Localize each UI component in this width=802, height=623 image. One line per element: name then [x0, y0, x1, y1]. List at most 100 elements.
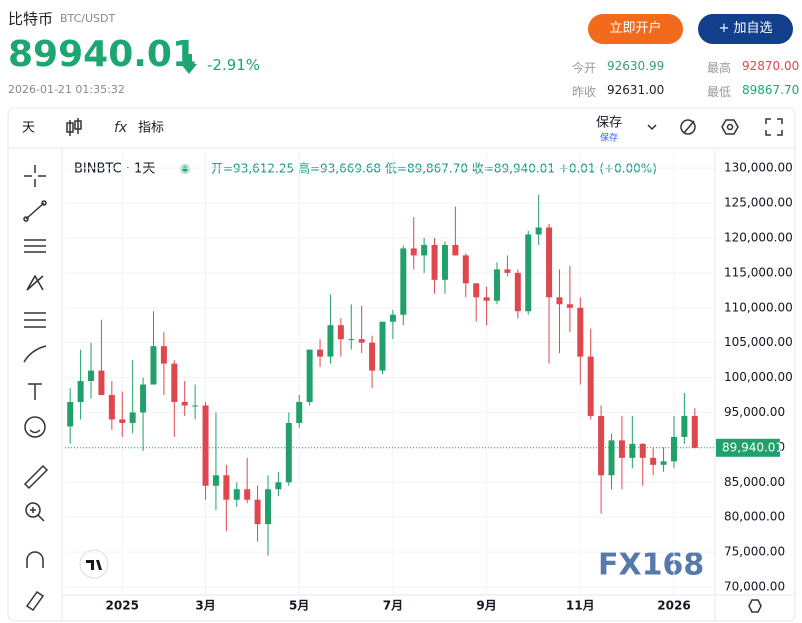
candle-body — [514, 272, 521, 312]
y-tick-label: 85,000.00 — [724, 475, 785, 489]
indicators[interactable]: 指标 — [138, 121, 164, 136]
y-tick-label: 80,000.00 — [724, 510, 785, 524]
status-dot — [182, 166, 188, 172]
candle-body — [379, 321, 386, 371]
last-price-label: 89,940.01 — [722, 440, 783, 454]
title: 比特币 — [8, 10, 54, 28]
candle-body — [98, 370, 105, 396]
add-watch[interactable]: + 加自选 — [698, 14, 793, 44]
stat-label: 今开 — [572, 61, 597, 75]
stat-label: 昨收 — [572, 85, 597, 99]
x-tick-label: 7月 — [383, 599, 403, 613]
candle-body — [150, 346, 157, 385]
candle-body — [233, 489, 240, 500]
candle-body — [160, 346, 167, 364]
candle-body — [119, 419, 126, 423]
candle-body — [577, 307, 584, 357]
candle-body — [400, 248, 407, 315]
candle-body — [285, 422, 292, 483]
y-tick-label: 75,000.00 — [724, 545, 785, 559]
candle-body — [431, 244, 438, 280]
candle-body — [244, 489, 251, 500]
candle-body — [691, 415, 698, 448]
settings-dot — [726, 123, 734, 131]
y-tick-label: 115,000.00 — [724, 265, 793, 279]
x-tick-label: 9月 — [476, 599, 496, 613]
candle-body — [264, 489, 271, 525]
candle-body — [202, 405, 209, 486]
x-tick-label: 2026 — [657, 599, 690, 613]
candle-body — [504, 269, 511, 273]
pair: BTC/USDT — [60, 12, 116, 25]
x-tick-label: 11月 — [566, 599, 595, 613]
candle-body — [670, 436, 677, 462]
x-tick-label: 3月 — [195, 599, 215, 613]
candle-body — [337, 325, 344, 340]
candle-icon[interactable] — [66, 118, 82, 136]
axis-settings[interactable] — [748, 599, 762, 613]
candle-body — [483, 297, 490, 301]
candle-body — [598, 415, 605, 476]
y-tick-label: 120,000.00 — [724, 230, 793, 244]
candle-body — [618, 440, 625, 458]
fullscreen-icon[interactable] — [765, 118, 783, 136]
candle-body — [629, 443, 636, 458]
stat-value: 92631.00 — [607, 83, 665, 97]
settings-icon[interactable] — [721, 119, 739, 135]
candle-body — [441, 244, 448, 280]
candle-body — [369, 342, 376, 371]
price: 89940.01 — [8, 34, 198, 75]
y-tick-label: 105,000.00 — [724, 335, 793, 349]
chart-panel — [7, 107, 796, 622]
candle-body — [77, 381, 84, 402]
save-sub: 保存 — [600, 132, 618, 144]
open-account[interactable]: 立即开户 — [588, 14, 683, 44]
candle-body — [140, 384, 147, 413]
candle-body — [327, 325, 334, 357]
watermark: FX168 — [598, 548, 704, 583]
save-menu[interactable] — [647, 124, 657, 131]
stat-value: 92630.99 — [607, 59, 665, 73]
datetime: 2026-01-21 01:35:32 — [8, 83, 125, 96]
interval[interactable]: 天 — [22, 121, 35, 136]
candle-body — [212, 475, 219, 486]
candle-body — [566, 304, 573, 308]
candle-body — [681, 415, 688, 437]
drawing-tools[interactable] — [23, 165, 49, 612]
candle-body — [171, 363, 178, 402]
last-price-box — [716, 438, 780, 457]
y-tick-label: 100,000.00 — [724, 370, 793, 384]
stat-label: 最高 — [707, 61, 732, 75]
candle-body — [462, 255, 469, 284]
candle-body — [556, 297, 563, 305]
candle-body — [108, 395, 115, 420]
candle-body — [181, 401, 188, 406]
candle-body — [192, 405, 199, 407]
candle-body — [421, 244, 428, 256]
candle-body — [410, 248, 417, 256]
candle-body — [494, 269, 501, 301]
candle-body — [67, 401, 74, 427]
candle-body — [296, 401, 303, 423]
candle-body — [650, 457, 657, 465]
candle-body — [254, 499, 261, 525]
y-tick-label: 125,000.00 — [724, 196, 793, 210]
fx-icon[interactable]: fx — [114, 120, 128, 136]
snapshot-icon[interactable] — [680, 119, 696, 135]
y-tick-label: 70,000.00 — [724, 579, 785, 593]
stat-value: 89867.70 — [742, 83, 800, 97]
candle-body — [275, 482, 282, 490]
x-tick-label: 5月 — [289, 599, 309, 613]
stat-label: 最低 — [707, 85, 732, 99]
candle-body — [660, 461, 667, 465]
save[interactable]: 保存 — [596, 116, 622, 131]
candle-body — [306, 349, 313, 402]
stat-value: 92870.00 — [742, 59, 800, 73]
x-tick-label: 2025 — [106, 599, 139, 613]
candle-body — [587, 356, 594, 416]
candle-body — [452, 244, 459, 256]
y-tick-label: 130,000.00 — [724, 161, 793, 175]
candle-body — [473, 283, 480, 298]
